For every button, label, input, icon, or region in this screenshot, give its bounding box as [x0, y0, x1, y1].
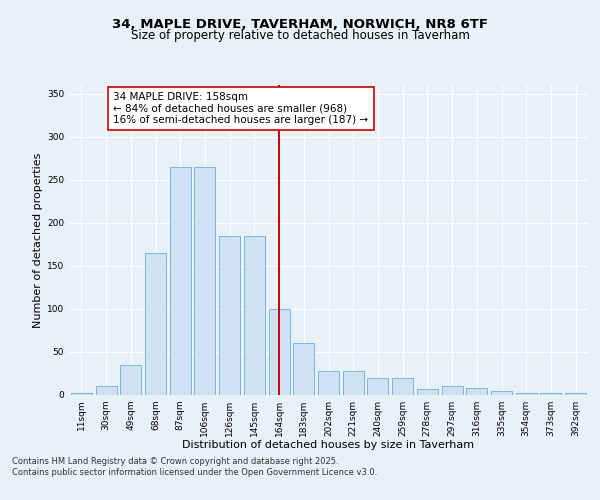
Bar: [541, 394, 562, 395]
Bar: [95, 386, 116, 395]
Bar: [318, 371, 339, 395]
Bar: [219, 236, 240, 395]
Bar: [565, 394, 586, 395]
Text: Contains HM Land Registry data © Crown copyright and database right 2025.
Contai: Contains HM Land Registry data © Crown c…: [12, 458, 377, 477]
Text: 34 MAPLE DRIVE: 158sqm
← 84% of detached houses are smaller (968)
16% of semi-de: 34 MAPLE DRIVE: 158sqm ← 84% of detached…: [113, 92, 368, 125]
Bar: [269, 309, 290, 395]
Bar: [343, 371, 364, 395]
Bar: [516, 394, 537, 395]
Text: Size of property relative to detached houses in Taverham: Size of property relative to detached ho…: [131, 29, 469, 42]
Bar: [466, 388, 487, 395]
Bar: [417, 389, 438, 395]
X-axis label: Distribution of detached houses by size in Taverham: Distribution of detached houses by size …: [182, 440, 475, 450]
Bar: [71, 394, 92, 395]
Bar: [442, 386, 463, 395]
Bar: [392, 378, 413, 395]
Y-axis label: Number of detached properties: Number of detached properties: [33, 152, 43, 328]
Bar: [293, 344, 314, 395]
Bar: [145, 253, 166, 395]
Bar: [244, 236, 265, 395]
Bar: [367, 378, 388, 395]
Bar: [120, 365, 141, 395]
Bar: [170, 167, 191, 395]
Bar: [194, 167, 215, 395]
Bar: [491, 390, 512, 395]
Text: 34, MAPLE DRIVE, TAVERHAM, NORWICH, NR8 6TF: 34, MAPLE DRIVE, TAVERHAM, NORWICH, NR8 …: [112, 18, 488, 30]
